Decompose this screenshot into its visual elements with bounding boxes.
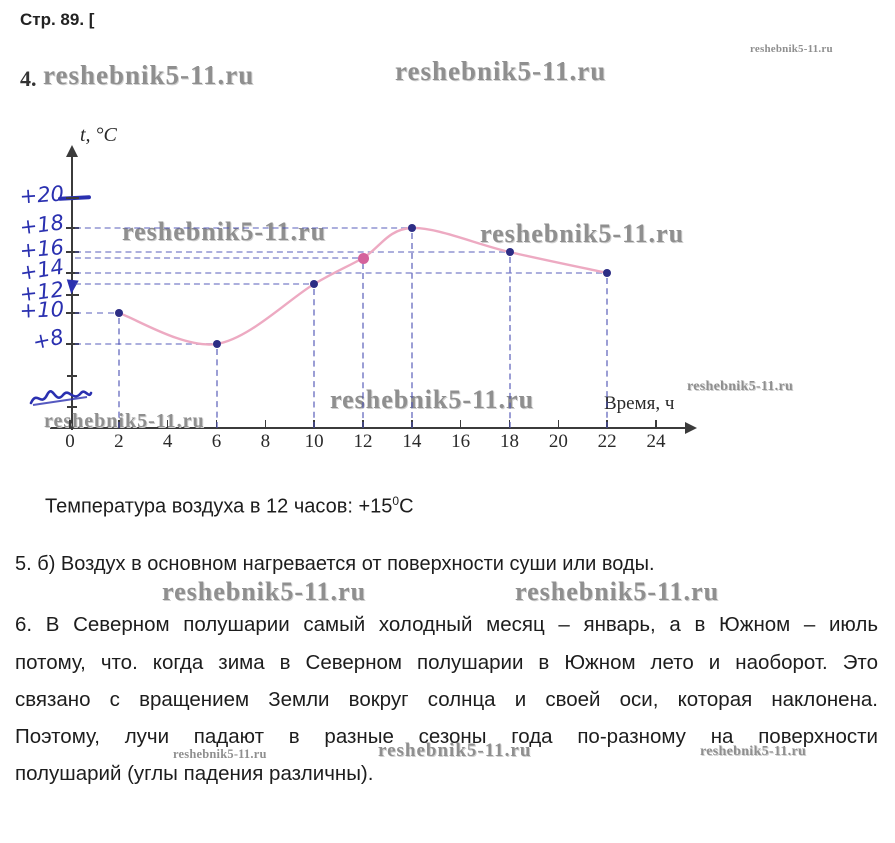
x-axis-tick [69,420,71,428]
data-point-2h [114,309,123,317]
y-axis-tick [66,196,79,200]
watermark: reshebnik5-11.ru [173,747,267,761]
dashed-guide-vertical [508,257,511,428]
x-axis-tick [264,420,267,428]
data-point-10h [310,280,319,288]
x-axis-title: Время, ч [604,393,675,414]
dashed-guide-horizontal [75,283,310,285]
y-axis-tick [66,342,79,346]
answer-item5: 5. б) Воздух в основном нагревается от п… [15,553,655,575]
watermark: reshebnik5-11.ru [395,56,607,86]
watermark: reshebnik5-11.ru [44,410,205,432]
y-axis-line [71,152,73,430]
dashed-guide-horizontal [75,312,114,314]
answer-item6-line: полушарий (углы падения различны). [15,762,374,785]
data-point-12h [357,252,369,264]
x-axis-line [50,427,687,429]
dashed-guide-vertical [117,318,120,428]
x-axis-tick-label: 4 [162,431,173,452]
celsius-letter: С [399,495,414,518]
x-axis-tick [655,420,657,428]
dashed-guide-vertical [410,233,413,428]
handwritten-scribble [29,390,93,406]
watermark: reshebnik5-11.ru [378,740,532,761]
watermark: reshebnik5-11.ru [480,219,685,248]
x-axis-tick [557,420,560,428]
dashed-guide-vertical [215,349,218,428]
x-axis-arrow [685,422,697,434]
watermark: reshebnik5-11.ru [687,379,794,394]
y-axis-tick [67,375,77,377]
watermark: reshebnik5-11.ru [700,744,807,759]
answer-item6-line: 6. В Северном полушарии самый холодный м… [15,613,878,636]
x-axis-tick-label: 14 [402,431,422,452]
y-axis-tick [66,250,79,254]
dashed-guide-horizontal [75,227,407,229]
y-axis-tick [66,293,79,297]
answer-temperature-text: Температура воздуха в 12 часов: +15 [45,495,393,518]
y-axis-handwritten-label: +20 [18,181,65,209]
x-axis-tick-label: 0 [65,431,75,452]
watermark: reshebnik5-11.ru [122,217,327,246]
handwritten-arrow-mark [65,279,79,295]
dashed-guide-vertical [313,289,316,428]
y-axis-arrow [66,145,78,157]
y-axis-tick [66,311,79,315]
dashed-guide-horizontal [75,272,603,274]
x-axis-tick [459,420,462,428]
data-point-22h [603,269,612,277]
answer-item6-line: Поэтому, лучи падают в разные сезоны год… [15,725,878,748]
data-point-14h [407,224,416,232]
answer-item6-line: потому, что. когда зима в Северном полуш… [15,651,878,674]
answer-temperature-12h: Температура воздуха в 12 часов: +150С [45,494,414,519]
answer-item6-line: связано с вращением Земли вокруг солнца … [15,688,878,711]
watermark: reshebnik5-11.ru [330,385,535,414]
y-axis-title: t, °C [80,124,117,146]
data-point-18h [505,248,514,256]
x-axis-tick-label: 16 [451,431,471,452]
page-number: Стр. 89. [ [20,10,95,29]
watermark: reshebnik5-11.ru [750,43,833,55]
watermark: reshebnik5-11.ru [515,577,720,606]
x-axis-tick-label: 8 [260,431,271,452]
y-axis-tick [66,271,79,275]
watermark: reshebnik5-11.ru [43,60,255,90]
degree-superscript: 0 [392,494,400,508]
y-axis-handwritten-label: +8 [30,324,66,355]
y-axis-handwritten-label: +10 [19,297,65,323]
x-axis-tick-label: 18 [500,431,519,452]
x-axis-tick-label: 6 [211,431,222,452]
temperature-chart: t, °C Время, ч reshebnik5-11.ru reshebni… [18,124,794,452]
x-axis-tick-label: 10 [304,431,324,452]
dashed-guide-vertical [362,263,364,428]
x-axis-tick-label: 20 [548,431,568,452]
y-axis-tick [67,406,77,408]
dashed-guide-horizontal [75,257,358,259]
data-point-6h [212,340,221,348]
dashed-guide-horizontal [75,251,505,253]
x-axis-tick-label: 24 [646,431,666,452]
x-axis-tick [166,420,169,428]
dashed-guide-horizontal [75,343,212,345]
watermark: reshebnik5-11.ru [162,577,367,606]
x-axis-tick-label: 2 [114,431,124,452]
y-axis-tick [66,226,79,230]
task4-number: 4. [20,66,37,91]
x-axis-tick-label: 22 [597,431,617,452]
x-axis-tick-label: 12 [353,431,373,452]
dashed-guide-vertical [606,278,609,428]
